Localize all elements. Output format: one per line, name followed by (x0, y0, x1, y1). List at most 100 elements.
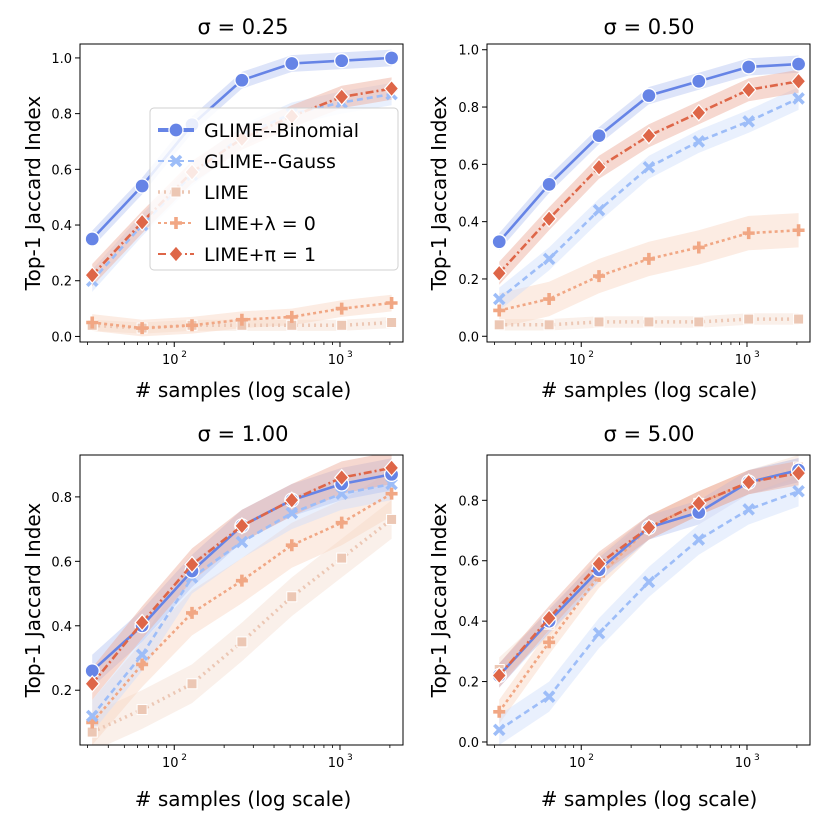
panel-4-lime_pi-point (790, 464, 807, 483)
panel-1-glime_gauss-band (92, 83, 392, 292)
panel-1-glime_binomial-point (134, 178, 150, 194)
legend-lime-label: LIME (204, 182, 249, 204)
panel-1-plot: 0.00.20.40.60.81.010 2 10 3 (51, 43, 404, 368)
panel-2-lime-point (593, 316, 605, 328)
panel-2-glime_binomial-point (641, 87, 657, 104)
panel-2-lime-point (643, 316, 655, 328)
legend-lime_pi-marker (168, 245, 184, 263)
panel-2-frame (486, 43, 811, 343)
panel-4-xtick-label: 10 (569, 756, 586, 771)
panel-4-ytick-label: 0.6 (458, 555, 479, 570)
panel-1-lime-point (336, 319, 348, 331)
panel-1-lime_lambda-point (136, 322, 149, 335)
panel-2-lime_pi-band (499, 69, 799, 285)
panel-2-glime_binomial-point (491, 234, 507, 250)
panel-2-xtick-exponent: 3 (754, 350, 760, 360)
panel-4-xtick-exponent: 2 (588, 753, 594, 763)
panel-4-lime_pi-point (591, 554, 607, 573)
panel-2-lime_pi-point (790, 72, 807, 91)
panel-1-frame (79, 43, 404, 343)
panel-3-lime_lambda-point (186, 606, 199, 619)
panel-2-ylabel: Top-1 Jaccard Index (427, 96, 451, 292)
panel-2-ytick-label: 0.6 (458, 158, 479, 173)
panel-4-lime_pi-point (641, 518, 657, 537)
panel-3-lime_lambda-point (136, 658, 149, 671)
panel-2-lime-point (743, 313, 755, 325)
panel-1-lime_pi-point (84, 266, 101, 285)
panel-2-glime_gauss-point (792, 92, 805, 105)
panel-2-glime_binomial-point (790, 56, 807, 72)
panel-2-lime_pi-point (691, 103, 707, 122)
panel-2-xtick-label: 10 (569, 353, 586, 368)
panel-1-xtick-label: 10 (162, 353, 179, 368)
panel-3-glime_gauss-point (285, 506, 299, 520)
panel-2-lime_pi-point (740, 80, 757, 99)
panel-1-glime_binomial-point (234, 72, 250, 88)
panel-1-xlabel: # samples (log scale) (135, 378, 352, 402)
panel-1-ytick-label: 0.0 (51, 330, 72, 345)
legend-lime_lambda-label: LIME+λ = 0 (204, 213, 316, 235)
panel-3-lime-point (336, 552, 348, 564)
panel-3-lime-point (386, 513, 398, 525)
panel-3-lime_pi-point (333, 468, 350, 487)
panel-1-glime_binomial-point (84, 231, 100, 247)
panel-3-ytick-label: 0.4 (51, 620, 72, 635)
panel-1-glime_binomial-point (383, 50, 400, 66)
panel-2-glime_binomial-point (741, 59, 757, 75)
panel-3-lime-point (136, 704, 148, 716)
panel-3-lime_lambda-point (335, 516, 348, 529)
panel-3-title: σ = 1.00 (197, 422, 288, 446)
panel-3-xtick-exponent: 3 (347, 753, 353, 763)
panel-4-xtick-label: 10 (735, 756, 752, 771)
panel-3-lime_lambda-point (235, 574, 248, 587)
panel-3-ytick-label: 0.2 (51, 684, 72, 699)
panel-2-glime_gauss-point (592, 203, 606, 217)
panel-3-lime-point (236, 636, 248, 648)
panel-4-ytick-label: 0.0 (458, 736, 479, 751)
panel-2-lime_pi-point (541, 209, 557, 228)
panel-2-ytick-label: 0.8 (458, 101, 479, 116)
panel-1-lime_lambda-point (335, 302, 348, 315)
panel-4-lime_lambda-point (493, 705, 506, 718)
panel-3-xtick-exponent: 2 (181, 753, 187, 763)
panel-1-ytick-label: 0.6 (51, 163, 72, 178)
panel-3-lime_pi-point (383, 458, 400, 477)
panel-1-lime_lambda-point (285, 310, 298, 323)
panel-1-ytick-label: 0.4 (51, 219, 72, 234)
panel-2-lime-point (693, 316, 705, 328)
panel-2-ytick-label: 0.2 (458, 273, 479, 288)
panel-1-series-area (84, 49, 400, 337)
panel-4-lime_pi-point (691, 494, 707, 513)
panel-2-glime_gauss-point (542, 252, 556, 266)
panel-2-lime_lambda-band (499, 213, 799, 328)
panel-4-xtick-exponent: 3 (754, 753, 760, 763)
panel-4-glime_gauss-point (742, 503, 755, 516)
panel-1-xtick-exponent: 2 (181, 350, 187, 360)
panel-3-series-area (84, 455, 400, 745)
legend-lime-marker (170, 186, 182, 198)
panel-1-lime_lambda-point (385, 297, 398, 310)
panel-2-lime_pi-point (641, 126, 657, 145)
panel-4-glime_gauss-point (642, 575, 656, 589)
panel-3-xtick-label: 10 (162, 756, 179, 771)
panel-2-plot: 0.00.20.40.60.81.010 2 10 3 (458, 43, 811, 368)
panel-1-ytick-label: 1.0 (51, 52, 72, 67)
panel-1-lime_lambda-point (86, 316, 99, 329)
panel-4-glime_gauss-point (592, 626, 606, 640)
panel-3-lime-band (92, 500, 392, 745)
panel-4-frame (486, 454, 811, 746)
panel-1-lime_pi-point (383, 79, 400, 98)
panel-3-ytick-label: 0.8 (51, 491, 72, 506)
panel-4-title: σ = 5.00 (603, 422, 694, 446)
panel-2-glime_gauss-point (742, 115, 755, 128)
panel-4-plot: 0.00.20.40.60.810 2 10 3 (458, 454, 811, 771)
panel-1-ytick-label: 0.8 (51, 108, 72, 123)
panel-2-glime_gauss-point (642, 160, 656, 174)
panel-2-lime-point (793, 313, 805, 325)
panel-4-glime_gauss-band (499, 476, 799, 745)
panel-4-glime_gauss-point (542, 690, 556, 703)
panel-3-lime_pi-point (284, 491, 300, 510)
panel-2-glime_binomial-point (591, 128, 607, 144)
legend-lime_pi-label: LIME+π = 1 (204, 244, 316, 266)
panel-3-lime_lambda-band (92, 471, 392, 745)
